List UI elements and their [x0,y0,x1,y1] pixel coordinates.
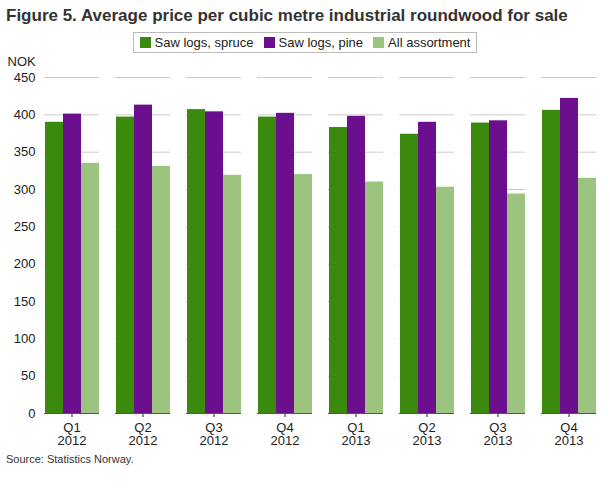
svg-text:50: 50 [21,368,35,383]
svg-text:NOK: NOK [8,54,37,69]
svg-text:Q32013: Q32013 [484,420,513,448]
svg-text:Q42013: Q42013 [555,420,584,448]
html-text:All assortment: All assortment [388,35,471,50]
svg-text:350: 350 [14,144,36,159]
svg-text:0: 0 [28,406,35,421]
svg-text:Q32012: Q32012 [200,420,229,448]
svg-text:250: 250 [14,219,36,234]
svg-text:200: 200 [14,256,36,271]
svg-text:Q12013: Q12013 [342,420,371,448]
svg-text:450: 450 [14,70,36,85]
html-text:Source: Statistics Norway.: Source: Statistics Norway. [6,453,134,465]
svg-text:400: 400 [14,107,36,122]
svg-text:300: 300 [14,182,36,197]
html-text:Saw logs, spruce: Saw logs, spruce [154,35,254,50]
html-text:Figure 5. Average price per cu: Figure 5. Average price per cubic metre … [6,6,568,25]
html-text:Saw logs, pine: Saw logs, pine [278,35,364,50]
svg-text:Q42012: Q42012 [271,420,300,448]
svg-text:100: 100 [14,331,36,346]
svg-text:Q12012: Q12012 [58,420,87,448]
svg-text:150: 150 [14,294,36,309]
svg-text:Q22013: Q22013 [413,420,442,448]
svg-text:Q22012: Q22012 [129,420,158,448]
